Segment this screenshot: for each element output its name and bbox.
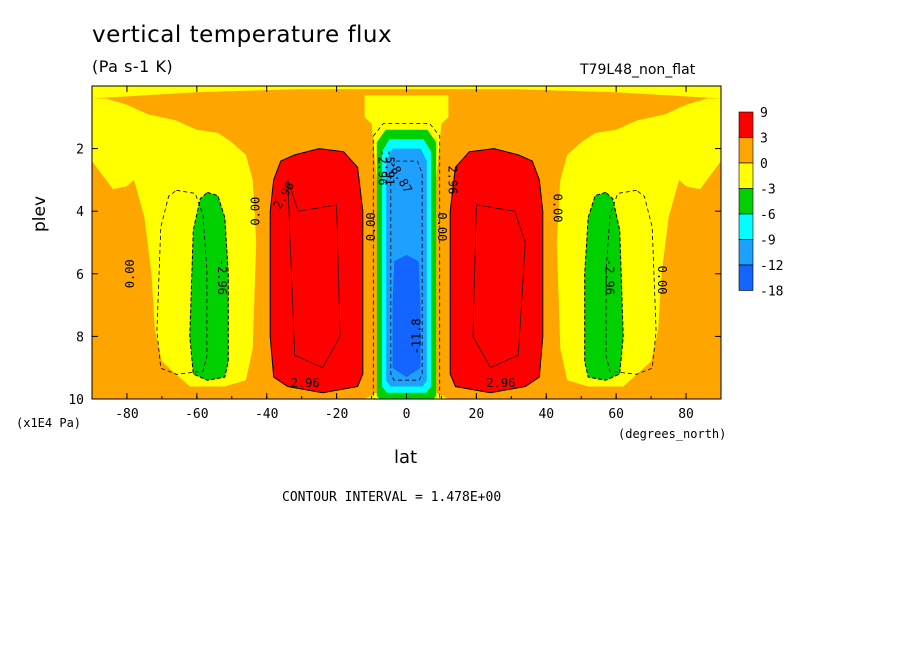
contour-label: 0.00 (655, 266, 669, 295)
y-tick-label: 6 (76, 268, 84, 283)
y-tick-label: 2 (76, 143, 84, 158)
colorbar-swatch (738, 188, 754, 215)
contour-red-nh (449, 148, 544, 394)
colorbar-label: -9 (760, 234, 776, 249)
contour-lines (156, 123, 657, 399)
contour-label: -2.96 (215, 259, 229, 295)
contour-label: 2.96 (291, 376, 320, 390)
colorbar-swatch (738, 162, 754, 189)
axis-ticks: -80 -60 -40 -20 0 20 40 60 80 2 4 6 8 10 (68, 86, 722, 422)
x-tick-label: 20 (469, 407, 485, 422)
colorbar-swatch (738, 111, 754, 138)
colorbar-label: 0 (760, 157, 768, 172)
contour-labels: 0.00 -2.960.00 2.962.960.00-2.96-5.91-8.87… (123, 149, 669, 390)
contour-label: 2.96 (445, 165, 459, 194)
fill-yellow-top (92, 86, 721, 99)
contour-sh-inner (287, 179, 341, 369)
colorbar-swatch (738, 213, 754, 240)
contour-label: -2.96 (603, 259, 617, 295)
x-tick-label: 60 (608, 407, 624, 422)
y-axis-unit: (x1E4 Pa) (16, 416, 82, 430)
colorbar-label: -18 (760, 285, 783, 300)
contour-red-sh (269, 148, 364, 394)
x-tick-label: -60 (185, 407, 208, 422)
contour-label: -11.8 (409, 318, 423, 354)
contour-label: 0.00 (364, 212, 378, 241)
contour-label: -2.96 (376, 149, 390, 185)
colorbar-label: 9 (760, 106, 768, 121)
colorbar-swatch (738, 264, 754, 291)
run-id-label: T79L48_non_flat (580, 62, 696, 78)
colorbar-label: 3 (760, 132, 768, 147)
x-tick-label: 80 (678, 407, 694, 422)
contour-label: -5.91 (383, 149, 397, 185)
colorbar: 9 3 0 -3 -6 -9 -12 -18 (738, 106, 783, 300)
fill-green-nh (584, 192, 624, 381)
fill-darkblue-equator (392, 255, 421, 378)
contour-label: 0.00 (435, 212, 449, 241)
y-tick-label: 8 (76, 330, 84, 345)
contour-nh-inner (472, 204, 526, 369)
x-tick-label: -40 (255, 407, 278, 422)
chart-title: vertical temperature flux (92, 22, 393, 48)
contour-label: 0.00 (123, 259, 137, 288)
chart-units: (Pa s-1 K) (92, 57, 174, 76)
contour-interval-label: CONTOUR INTERVAL = 1.478E+00 (282, 490, 502, 505)
x-axis-label: lat (394, 447, 418, 468)
y-tick-label: 10 (68, 393, 84, 408)
colorbar-swatch (738, 239, 754, 266)
colorbar-label: -6 (760, 208, 776, 223)
fill-green-sh (189, 192, 229, 381)
colorbar-label: -3 (760, 183, 776, 198)
x-tick-label: 0 (403, 407, 411, 422)
contour-label: 0.00 (249, 197, 263, 226)
x-axis-unit: (degrees_north) (618, 427, 727, 441)
fill-red-nh (450, 148, 543, 393)
contour-green-nh (584, 191, 624, 381)
y-tick-label: 4 (76, 205, 84, 220)
colorbar-swatch (738, 137, 754, 164)
contour-label: 0.00 (550, 194, 564, 223)
contour-dashed-eq-outer (372, 123, 441, 399)
x-tick-label: 40 (538, 407, 554, 422)
contour-green-sh (189, 191, 229, 381)
colorbar-label: -12 (760, 259, 783, 274)
x-tick-label: -20 (325, 407, 348, 422)
contour-fills (92, 86, 721, 399)
contour-dashed-sh (156, 189, 208, 375)
contour-label: 2.96 (486, 376, 515, 390)
contour-dashed-nh (605, 189, 657, 375)
x-tick-label: -80 (115, 407, 138, 422)
